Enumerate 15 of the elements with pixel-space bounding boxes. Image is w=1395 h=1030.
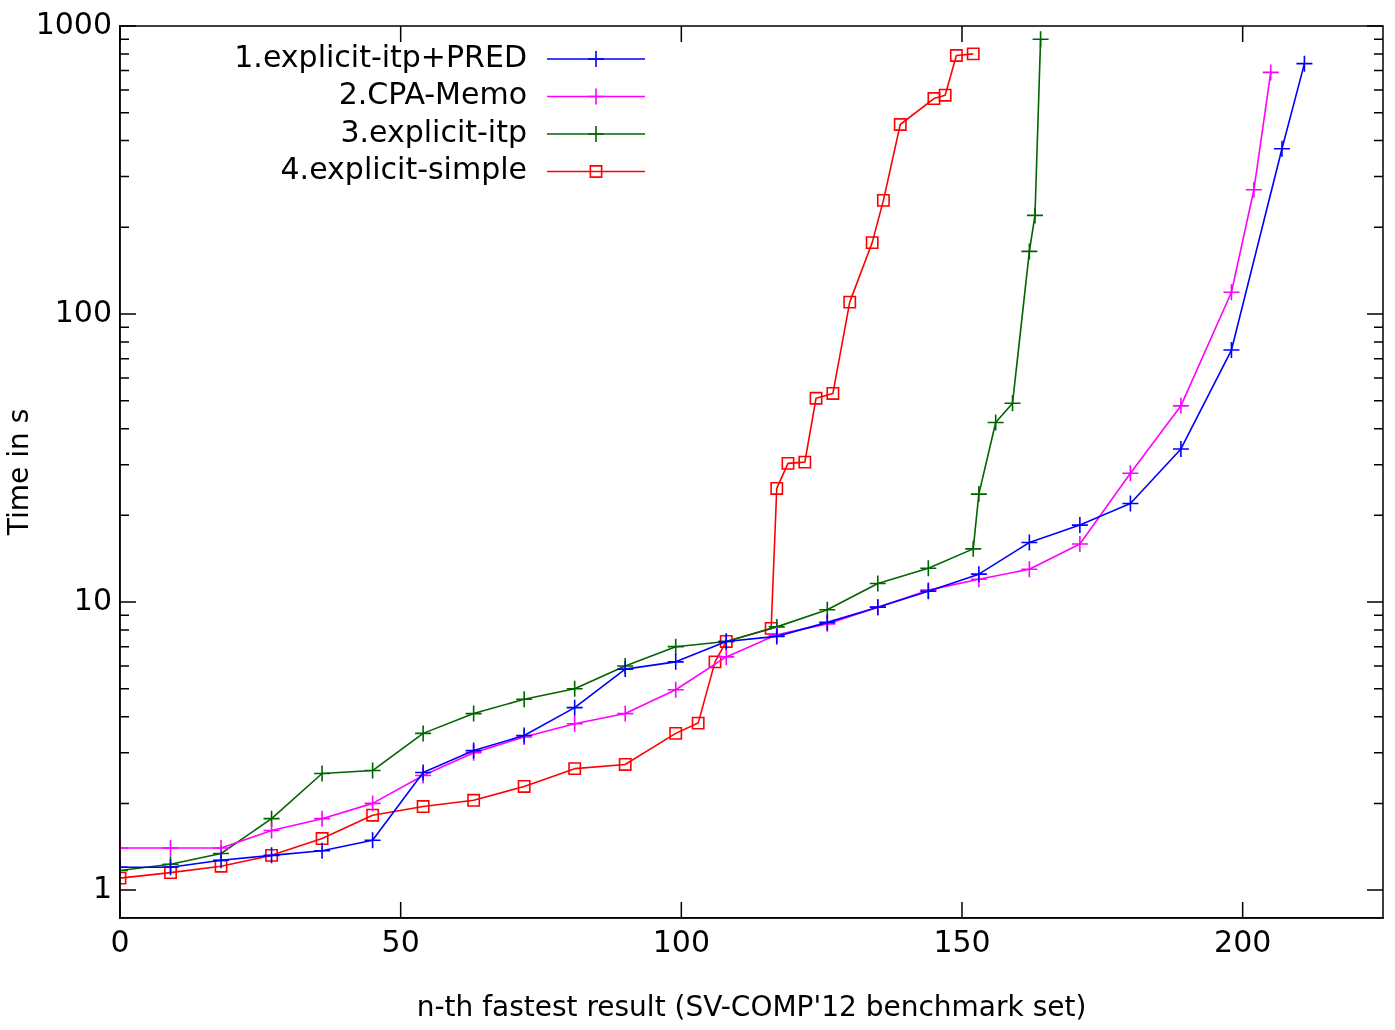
legend-label: 2.CPA-Memo (338, 76, 527, 112)
y-tick-label: 10 (73, 581, 112, 617)
x-tick-label: 50 (381, 923, 420, 959)
legend-label: 4.explicit-simple (280, 151, 527, 187)
x-tick-label: 0 (110, 923, 130, 959)
x-tick-label: 200 (1214, 923, 1272, 959)
x-tick-label: 100 (652, 923, 710, 959)
y-axis-title: Time in s (2, 408, 36, 537)
y-tick-label: 1000 (35, 5, 112, 41)
y-tick-label: 100 (54, 293, 112, 329)
x-tick-label: 150 (933, 923, 991, 959)
legend-label: 1.explicit-itp+PRED (234, 38, 527, 74)
legend-label: 3.explicit-itp (340, 113, 527, 149)
y-tick-label: 1 (92, 869, 112, 905)
x-axis-title: n-th fastest result (SV-COMP'12 benchmark set) (416, 990, 1087, 1024)
